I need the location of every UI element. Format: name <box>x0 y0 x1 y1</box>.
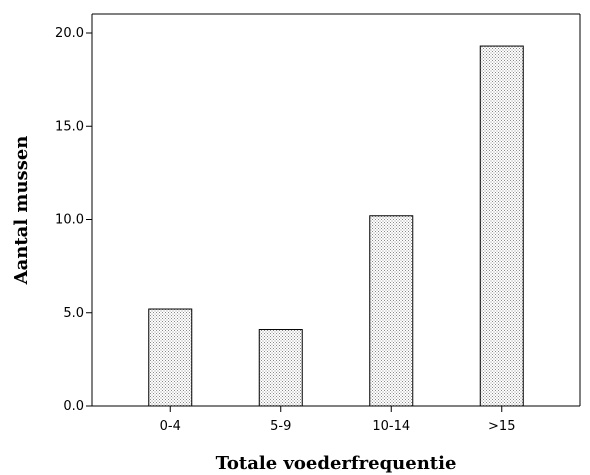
bar-5-9 <box>258 329 303 407</box>
bar-0-4 <box>148 308 193 407</box>
bar->15 <box>479 45 524 407</box>
x-axis-ticks: 0-4 5-9 10-14 >15 <box>160 406 515 434</box>
bars-group <box>148 45 524 407</box>
y-tick-label: 5.0 <box>63 306 84 321</box>
y-tick-label: 20.0 <box>55 26 84 41</box>
y-tick-label: 10.0 <box>55 213 84 228</box>
x-tick-label: 10-14 <box>372 419 410 434</box>
x-axis-title: Totale voederfrequentie <box>216 453 457 474</box>
y-tick-label: 0.0 <box>63 399 84 414</box>
x-tick-label: 5-9 <box>270 419 291 434</box>
y-tick-label: 15.0 <box>55 119 84 134</box>
y-axis-ticks: 0.0 5.0 10.0 15.0 20.0 <box>55 26 92 414</box>
y-axis-title: Aantal mussen <box>11 136 32 286</box>
bar-10-14 <box>369 215 414 407</box>
x-tick-label: 0-4 <box>160 419 181 434</box>
x-tick-label: >15 <box>488 419 515 434</box>
